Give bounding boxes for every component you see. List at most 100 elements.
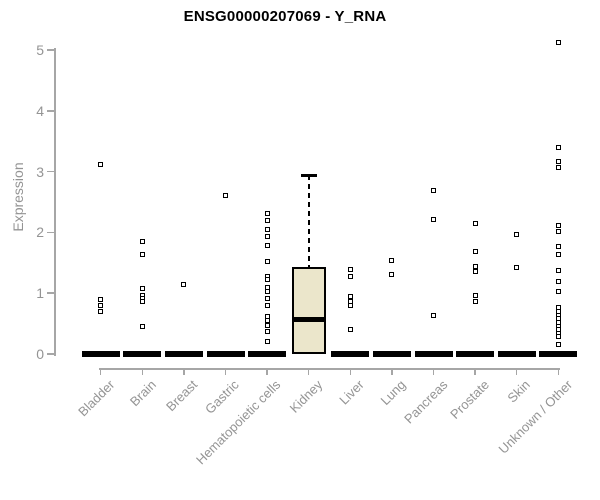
y-tick-label: 2 xyxy=(36,224,44,241)
x-category-label: Bladder xyxy=(75,377,118,420)
outlier-point xyxy=(264,322,270,328)
box-collapsed xyxy=(497,351,536,357)
outlier-point xyxy=(555,279,561,285)
box-collapsed xyxy=(331,351,370,357)
x-category-label: Gastric xyxy=(202,377,243,417)
box xyxy=(291,267,326,354)
y-tick xyxy=(47,110,54,112)
x-tick xyxy=(432,368,435,375)
outlier-point xyxy=(264,295,270,301)
outlier-point xyxy=(264,277,270,283)
outlier-point xyxy=(555,243,561,249)
outlier-point xyxy=(431,313,436,319)
x-category-label: Skin xyxy=(504,377,534,406)
outlier-point xyxy=(472,249,478,255)
outlier-point xyxy=(472,299,478,305)
x-tick xyxy=(349,368,352,375)
box-collapsed xyxy=(123,351,162,357)
outlier-point xyxy=(431,216,436,222)
x-tick xyxy=(141,368,144,375)
x-category-label: Pancreas xyxy=(400,377,451,427)
x-tick xyxy=(266,368,268,375)
median-line xyxy=(291,317,326,323)
outlier-point xyxy=(264,218,270,224)
x-tick xyxy=(307,368,310,375)
outlier-point xyxy=(139,324,145,330)
outlier-point xyxy=(139,286,145,292)
outlier-point xyxy=(264,226,270,232)
box-collapsed xyxy=(372,351,411,357)
y-tick-label: 4 xyxy=(36,102,44,119)
outlier-point xyxy=(555,144,561,150)
box-collapsed xyxy=(456,351,495,357)
outlier-point xyxy=(98,296,104,302)
y-tick xyxy=(47,170,54,173)
outlier-point xyxy=(555,333,561,339)
y-tick xyxy=(47,49,54,51)
outlier-point xyxy=(347,302,353,308)
outlier-point xyxy=(555,159,561,165)
outlier-point xyxy=(555,251,561,257)
outlier-point xyxy=(264,259,270,265)
outlier-point xyxy=(347,293,353,299)
y-tick-label: 5 xyxy=(36,42,44,58)
whisker-line xyxy=(307,175,310,268)
x-tick xyxy=(183,368,185,375)
outlier-point xyxy=(472,220,478,226)
y-tick-label: 0 xyxy=(36,346,44,362)
x-tick xyxy=(557,368,560,375)
x-tick xyxy=(391,368,393,375)
outlier-point xyxy=(389,272,395,278)
box-collapsed xyxy=(414,351,453,357)
x-category-label: Unknown / Other xyxy=(495,377,575,457)
outlier-point xyxy=(264,329,270,334)
box-collapsed xyxy=(164,351,203,357)
x-category-label: Liver xyxy=(336,377,367,408)
x-category-label: Breast xyxy=(163,377,201,415)
x-category-label: Lung xyxy=(377,377,409,409)
outlier-point xyxy=(347,326,353,332)
outlier-point xyxy=(264,234,270,240)
box-collapsed xyxy=(206,351,245,357)
y-tick xyxy=(47,231,54,234)
outlier-point xyxy=(98,308,104,314)
y-tick-label: 1 xyxy=(36,285,44,302)
outlier-point xyxy=(431,187,436,193)
x-tick xyxy=(474,368,476,375)
x-category-label: Prostate xyxy=(446,377,492,422)
outlier-point xyxy=(264,243,270,249)
outlier-point xyxy=(555,289,561,295)
outlier-point xyxy=(347,274,353,280)
outlier-point xyxy=(264,303,270,309)
outlier-point xyxy=(139,239,145,245)
outlier-point xyxy=(555,222,561,228)
outlier-point xyxy=(98,302,104,308)
outlier-point xyxy=(139,299,145,305)
outlier-point xyxy=(98,161,104,167)
outlier-point xyxy=(472,263,478,269)
box-collapsed xyxy=(81,351,120,357)
outlier-point xyxy=(514,264,520,270)
x-category-label: Kidney xyxy=(286,377,326,416)
outlier-point xyxy=(347,266,353,272)
outlier-point xyxy=(264,339,270,345)
y-tick xyxy=(47,353,54,355)
x-tick xyxy=(515,368,518,375)
box-collapsed xyxy=(539,351,578,357)
chart-title: ENSG00000207069 - Y_RNA xyxy=(183,8,387,25)
outlier-point xyxy=(389,258,395,264)
outlier-point xyxy=(555,229,561,235)
outlier-point xyxy=(264,284,270,290)
outlier-point xyxy=(264,289,270,295)
outlier-point xyxy=(181,281,187,287)
y-tick-label: 3 xyxy=(36,163,44,180)
x-tick xyxy=(224,368,227,375)
x-category-label: Brain xyxy=(126,377,159,410)
outlier-point xyxy=(472,269,478,275)
box-collapsed xyxy=(248,351,287,357)
x-axis-line xyxy=(99,368,560,370)
y-axis-line xyxy=(54,48,56,356)
outlier-point xyxy=(555,164,561,170)
